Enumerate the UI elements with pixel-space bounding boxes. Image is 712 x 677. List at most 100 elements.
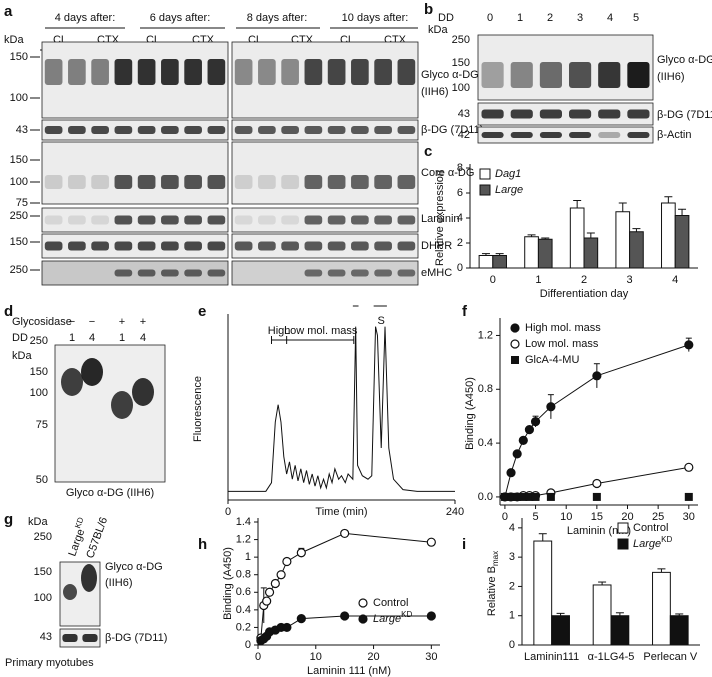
y-tick-label: 4 (509, 522, 515, 534)
band (510, 132, 533, 138)
legend-marker (358, 598, 368, 608)
panel-letter: c (424, 143, 432, 160)
blot-label: Glyco α-DG (657, 54, 712, 66)
bar (629, 231, 644, 269)
band (397, 215, 416, 225)
y-tick-label: 0.2 (236, 621, 251, 633)
marker-label: 150 (10, 236, 28, 248)
legend-name: Large (633, 538, 661, 550)
treatment: + (119, 316, 125, 328)
x-tick-label: α-1LG4-5 (588, 651, 635, 663)
blot-label: (IIH6) (421, 86, 449, 98)
band (207, 215, 226, 225)
blot-label: Glyco α-DG (421, 69, 479, 81)
bar (551, 615, 570, 646)
band (234, 126, 253, 134)
panel-letter: e (198, 303, 206, 320)
x-tick-label: 0 (255, 651, 261, 663)
band (207, 241, 226, 251)
band (627, 109, 650, 119)
x-axis-label: Differentiation day (540, 288, 629, 300)
band (184, 59, 202, 85)
treatment: − (69, 316, 75, 328)
band (258, 59, 276, 85)
band (161, 59, 179, 85)
legend-superscript: KD (401, 610, 412, 619)
band (184, 269, 202, 277)
y-axis-label: Binding (A450) (464, 377, 476, 450)
kda: kDa (4, 34, 24, 46)
point (296, 614, 306, 624)
marker-label: 50 (36, 474, 48, 486)
band (304, 175, 323, 189)
band (374, 241, 392, 251)
legend-label: LargeKD (633, 535, 672, 550)
band (137, 215, 156, 225)
bar (669, 615, 689, 646)
band (351, 215, 369, 225)
band (374, 175, 392, 189)
point (340, 528, 350, 539)
y-tick-label: 1.4 (236, 516, 251, 528)
band (539, 62, 562, 88)
band (351, 59, 369, 85)
point (426, 611, 436, 621)
band (351, 241, 369, 251)
legend-label: Control (373, 597, 408, 609)
point (276, 570, 286, 580)
band (114, 175, 133, 189)
blot (41, 141, 229, 205)
point (684, 492, 693, 501)
legend-name: Control (373, 597, 408, 609)
x-tick-label: 1 (535, 274, 541, 286)
legend-swatch (479, 168, 491, 180)
y-axis-label-text: Binding (A450) (222, 547, 234, 620)
day: 1 (69, 332, 75, 344)
legend-superscript: KD (661, 535, 672, 544)
bar (615, 211, 631, 269)
band (327, 215, 346, 225)
x-tick-label: 20 (367, 651, 379, 663)
band (598, 132, 621, 138)
caption: Primary myotubes (5, 657, 94, 669)
y-tick-label: 0.6 (236, 586, 251, 598)
marker-label: 150 (10, 154, 28, 166)
dd-label: DD (12, 332, 28, 344)
legend-swatch (479, 184, 491, 196)
x-tick-label: Perlecan V (643, 651, 697, 663)
y-tick-label: 0.8 (236, 569, 251, 581)
point (282, 556, 292, 567)
band (207, 126, 226, 134)
band (68, 175, 86, 189)
lane-label: 1 (517, 12, 523, 24)
legend-marker (510, 323, 520, 333)
point (282, 622, 292, 633)
trace (228, 326, 455, 492)
marker-label: 250 (34, 531, 52, 543)
band (44, 175, 63, 189)
x-tick-label: 10 (310, 651, 322, 663)
y-axis-label-subscript: max (491, 551, 500, 566)
band (351, 175, 369, 189)
band (137, 241, 156, 251)
point (525, 492, 534, 501)
y-axis-label-text: Binding (A450) (464, 377, 476, 450)
band (327, 175, 346, 189)
band (281, 126, 299, 134)
band (132, 378, 154, 406)
x-tick-label: 30 (425, 651, 437, 663)
bar (610, 615, 630, 646)
y-tick-label: 8 (457, 162, 463, 174)
blot (477, 126, 654, 144)
x-tick-label: 10 (560, 511, 572, 523)
band (137, 269, 156, 277)
marker-label: 100 (30, 387, 48, 399)
x-tick-label: 20 (621, 511, 633, 523)
band (374, 59, 392, 85)
band (207, 175, 226, 189)
x-tick-label: 30 (683, 511, 695, 523)
blot (477, 34, 654, 101)
band (111, 391, 133, 419)
y-tick-label: 1 (245, 551, 251, 563)
blot (477, 102, 654, 126)
